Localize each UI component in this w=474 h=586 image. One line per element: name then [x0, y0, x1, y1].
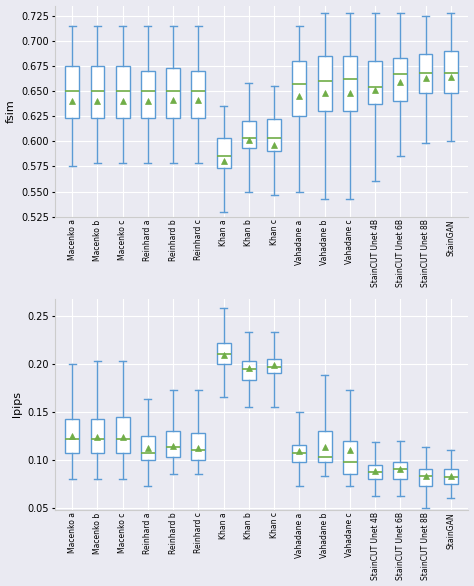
PathPatch shape — [116, 66, 129, 118]
PathPatch shape — [292, 445, 306, 462]
PathPatch shape — [141, 436, 155, 460]
PathPatch shape — [267, 359, 281, 373]
PathPatch shape — [217, 343, 230, 364]
PathPatch shape — [343, 441, 357, 474]
PathPatch shape — [419, 469, 432, 486]
PathPatch shape — [444, 469, 458, 484]
PathPatch shape — [242, 361, 256, 380]
PathPatch shape — [116, 417, 129, 453]
PathPatch shape — [267, 119, 281, 151]
PathPatch shape — [318, 56, 331, 111]
PathPatch shape — [444, 51, 458, 93]
PathPatch shape — [318, 431, 331, 462]
PathPatch shape — [141, 71, 155, 118]
PathPatch shape — [65, 66, 79, 118]
PathPatch shape — [242, 121, 256, 148]
PathPatch shape — [65, 418, 79, 453]
PathPatch shape — [166, 68, 180, 118]
PathPatch shape — [91, 66, 104, 118]
PathPatch shape — [419, 54, 432, 93]
PathPatch shape — [393, 462, 407, 479]
PathPatch shape — [393, 58, 407, 101]
Y-axis label: lpips: lpips — [12, 391, 22, 417]
PathPatch shape — [91, 418, 104, 453]
PathPatch shape — [343, 56, 357, 111]
PathPatch shape — [368, 61, 382, 104]
PathPatch shape — [191, 71, 205, 118]
PathPatch shape — [166, 431, 180, 457]
PathPatch shape — [368, 465, 382, 479]
PathPatch shape — [217, 138, 230, 168]
PathPatch shape — [292, 61, 306, 116]
PathPatch shape — [191, 433, 205, 460]
Y-axis label: fsim: fsim — [6, 99, 16, 123]
